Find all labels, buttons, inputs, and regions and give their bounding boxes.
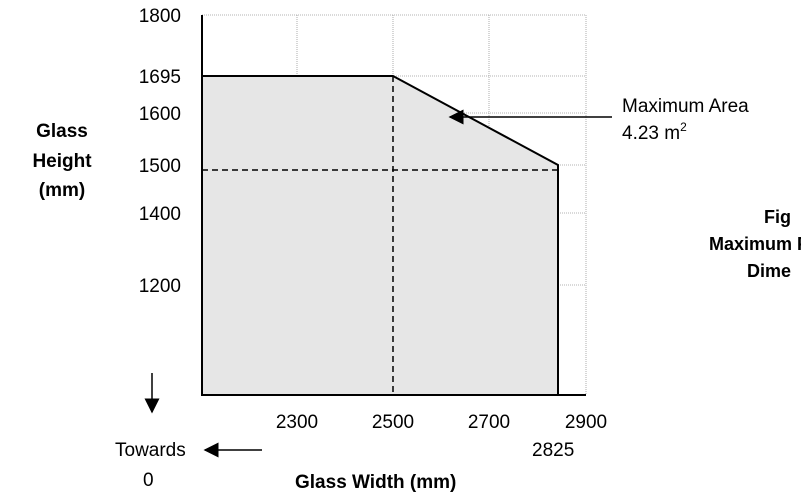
maximum-glass-area <box>201 75 559 396</box>
y-tick-labels: 1200 1400 1500 1600 1695 1800 <box>139 6 181 297</box>
annotation-value: 4.23 m <box>622 123 680 144</box>
x-tick-2500: 2500 <box>372 412 414 433</box>
y-axis-label-line-2: Height <box>32 151 92 172</box>
y-tick-1695: 1695 <box>139 67 181 88</box>
y-tick-1500: 1500 <box>139 156 181 177</box>
y-axis-label-line-3: (mm) <box>39 180 85 201</box>
x-extra-tick-label: 2825 <box>532 440 574 461</box>
x-tick-2900: 2900 <box>565 412 607 433</box>
towards-value: 0 <box>143 470 154 491</box>
y-tick-1400: 1400 <box>139 204 181 225</box>
figure-caption-line-1: Fig <box>764 207 791 227</box>
x-tick-2300: 2300 <box>276 412 318 433</box>
figure-caption-line-3: Dime <box>747 261 791 281</box>
x-tick-labels: 2300 2500 2700 2900 <box>276 412 607 433</box>
figure-caption-line-2: Maximum P <box>709 234 801 254</box>
dashed-reference-lines <box>202 76 558 395</box>
x-axis-label: Glass Width (mm) <box>295 472 456 493</box>
annotation-line-2: 4.23 m2 <box>622 120 687 144</box>
annotation-line-1: Maximum Area <box>622 96 749 117</box>
towards-label: Towards <box>115 440 186 461</box>
y-axis-label-line-1: Glass <box>36 121 88 142</box>
y-tick-1600: 1600 <box>139 104 181 125</box>
y-tick-1800: 1800 <box>139 6 181 27</box>
x-tick-2700: 2700 <box>468 412 510 433</box>
annotation-superscript: 2 <box>680 120 687 134</box>
y-tick-1200: 1200 <box>139 276 181 297</box>
